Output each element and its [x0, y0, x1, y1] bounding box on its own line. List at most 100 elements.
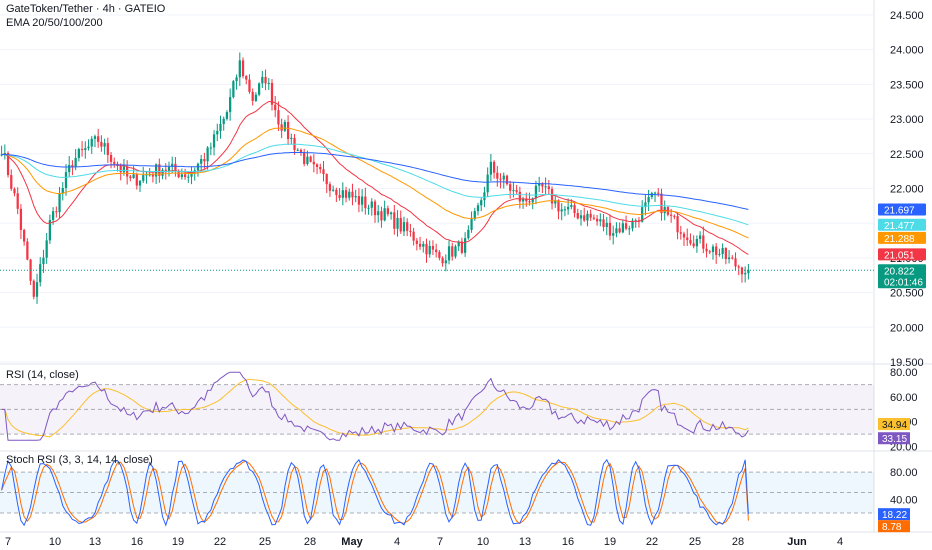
candle-body: [367, 207, 370, 209]
candle-body: [599, 219, 602, 222]
candle-body: [119, 165, 122, 173]
candle-body: [241, 60, 245, 77]
candle-body: [74, 157, 77, 167]
candle-body: [13, 188, 16, 194]
ema200-tag: 21.697: [884, 206, 915, 217]
ema20-tag-bg: [878, 248, 926, 261]
candle-body: [6, 152, 10, 176]
candle-body: [592, 217, 596, 219]
candle-body: [200, 158, 203, 164]
candle-body: [715, 246, 718, 255]
candle-body: [238, 60, 241, 78]
candle-body: [531, 198, 534, 203]
candle-body: [502, 175, 505, 180]
candle-body: [380, 211, 383, 221]
price-tick-label: 20.000: [890, 322, 924, 334]
candle-body: [299, 149, 303, 153]
time-tick-label: 4: [837, 536, 843, 548]
candle-body: [254, 94, 258, 101]
candle-body: [373, 201, 377, 216]
candle-body: [126, 166, 129, 177]
candle-body: [737, 266, 740, 268]
ema50-tag-bg: [878, 231, 926, 244]
candle-body: [483, 192, 486, 201]
candle-body: [93, 136, 97, 139]
candle-body: [547, 186, 550, 190]
candle-body: [689, 240, 692, 244]
price-tick-label: 22.500: [890, 149, 924, 161]
candle-body: [171, 163, 174, 167]
candle-body: [460, 241, 464, 253]
candle-body: [727, 257, 731, 260]
candle-body: [26, 241, 29, 260]
candle-body: [16, 193, 19, 209]
candle-body: [708, 251, 711, 253]
time-tick-label: 19: [604, 536, 616, 548]
candle-body: [23, 229, 26, 242]
ema200-tag-bg: [878, 203, 926, 216]
candle-body: [644, 202, 647, 208]
candle-body: [177, 170, 180, 178]
candle-body: [399, 217, 402, 232]
price-tick-label: 19.500: [890, 357, 924, 369]
candle-body: [319, 167, 322, 170]
candle-body: [357, 196, 361, 205]
candle-body: [470, 219, 473, 230]
candle-body: [705, 248, 708, 252]
candle-body: [312, 161, 315, 165]
candle-body: [695, 238, 699, 247]
candle-body: [702, 235, 705, 249]
time-axis: 7 10 13 16 19 22 25 28 May 4 7 10 13 16 19 22 25 28 Jun 4: [5, 536, 843, 548]
rsi-tag: 33.15: [882, 434, 907, 445]
price-tick-label: 24.500: [890, 10, 924, 22]
candle-body: [39, 264, 42, 283]
candle-body: [528, 201, 531, 203]
chart-title: GateToken/Tether · 4h · GATEIO: [6, 3, 166, 15]
candle-body: [431, 245, 435, 250]
candle-body: [109, 154, 113, 162]
candle-body: [354, 196, 357, 198]
candle-body: [698, 235, 702, 239]
candle-body: [711, 246, 715, 253]
candle-body: [283, 121, 286, 131]
candle-body: [721, 248, 724, 254]
candle-body: [425, 243, 428, 255]
candle-body: [103, 143, 106, 147]
candle-body: [328, 184, 332, 191]
candle-body: [209, 147, 212, 149]
rsi-ma-line: [1, 378, 749, 438]
candle-body: [122, 166, 126, 173]
price-tick-label: 24.000: [890, 45, 924, 57]
time-tick-label: 4: [394, 536, 400, 548]
candle-body: [370, 201, 373, 208]
candle-body: [428, 245, 431, 255]
candle-body: [277, 110, 280, 125]
candle-body: [473, 211, 476, 220]
rsi-ma-tag: 34.94: [882, 420, 907, 431]
candle-body: [660, 193, 663, 214]
candle-body: [132, 174, 135, 179]
candle-body: [670, 214, 673, 216]
rsi-tag-bg: [878, 432, 910, 445]
stoch-d-tag-bg: [878, 520, 910, 533]
candle-body: [158, 164, 161, 176]
candle-body: [740, 267, 744, 275]
candle-body: [692, 243, 695, 247]
stoch-tick-label: 40.00: [890, 494, 918, 506]
ema50-tag: 21.288: [884, 234, 915, 245]
stoch-panel: 80.00 40.00 18.228.78: [0, 458, 918, 533]
candle-body: [554, 200, 557, 204]
candle-body: [492, 161, 496, 173]
candle-body: [154, 164, 158, 177]
candle-body: [84, 148, 87, 151]
countdown-tag: 02:01:46: [884, 277, 923, 288]
candle-body: [589, 213, 592, 218]
candle-body: [628, 228, 631, 230]
candle-body: [576, 213, 579, 219]
candle-body: [624, 223, 628, 229]
candle-body: [100, 141, 103, 147]
time-tick-label: May: [341, 536, 363, 548]
